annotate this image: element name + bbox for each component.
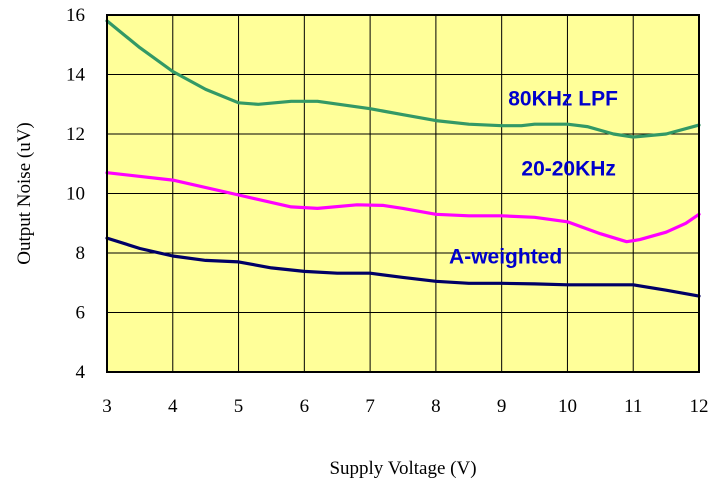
y-axis-ticks: 4 6 8 10 12 14 16: [66, 5, 86, 383]
x-tick-label: 11: [624, 396, 642, 417]
x-tick-label: 7: [365, 396, 375, 417]
series-line-20-20khz: [105, 171, 701, 244]
series-label: 80KHz LPF: [508, 88, 618, 111]
y-tick-label: 16: [66, 5, 85, 26]
x-axis-title: Supply Voltage (V): [329, 458, 476, 479]
x-tick-label: 10: [558, 396, 577, 417]
series-lines: [105, 19, 701, 298]
x-tick-label: 12: [690, 396, 709, 417]
x-tick-label: 3: [102, 396, 112, 417]
series-label: A-weighted: [449, 245, 562, 268]
series-line-80khz-lpf: [105, 19, 701, 139]
series-line-a-weighted: [105, 236, 701, 298]
y-tick-label: 8: [76, 243, 86, 264]
x-tick-label: 5: [234, 396, 244, 417]
plot-border: [106, 14, 700, 373]
series-label: 20-20KHz: [521, 158, 616, 181]
y-tick-label: 14: [66, 65, 86, 86]
x-tick-label: 8: [431, 396, 441, 417]
y-tick-label: 6: [76, 303, 86, 324]
x-tick-label: 4: [168, 396, 178, 417]
x-tick-label: 9: [497, 396, 507, 417]
x-axis-ticks: 3 4 5 6 7 8 9 10 11 12: [102, 396, 708, 417]
x-tick-label: 6: [300, 396, 310, 417]
y-tick-label: 12: [66, 124, 85, 145]
series-annotations: 80KHz LPF 20-20KHz A-weighted: [449, 88, 618, 269]
y-axis-title: Output Noise (uV): [14, 122, 35, 264]
y-tick-label: 4: [76, 362, 86, 383]
y-tick-label: 10: [66, 184, 85, 205]
